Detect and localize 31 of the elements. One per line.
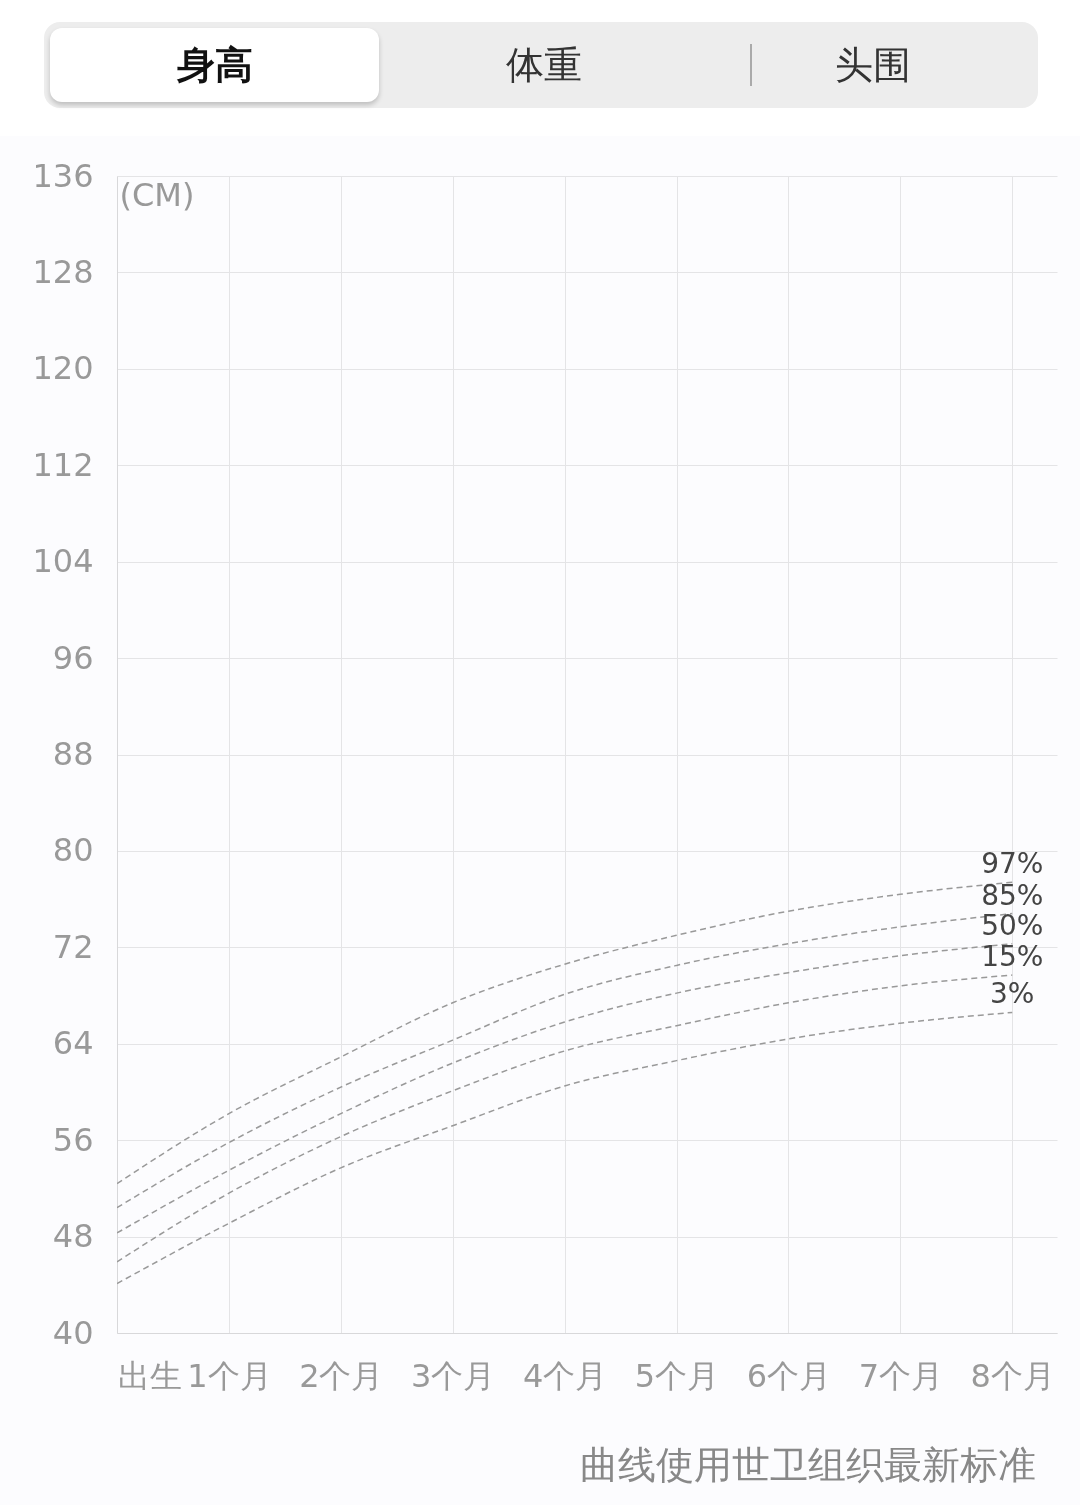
y-tick-label: 128 [32,252,94,291]
y-tick-label: 104 [32,542,94,581]
text: 体重 [505,42,583,89]
series-label: 15% [981,940,1044,974]
y-tick-label: 112 [32,445,94,484]
y-tick-label: 88 [52,735,94,773]
x-tick-label: 2个月 [299,1356,384,1395]
x-tick-label: 6个月 [746,1356,832,1395]
x-tick-label: 3个月 [411,1356,496,1395]
text: 头围 [834,42,913,89]
x-tick-label: 8个月 [970,1356,1055,1395]
y-tick-label: 40 [52,1313,94,1352]
y-tick-label: 96 [52,638,94,677]
line-series [117,1011,1013,1285]
y-tick-label: 48 [52,1217,94,1256]
x-tick-label: 1个月 [187,1356,272,1395]
chart-title: 身高 [50,28,380,102]
x-tick-label: 4个月 [522,1356,608,1395]
text: 曲线使用世卫组织最新标准 [580,1442,1036,1489]
y-tick-label: 120 [32,349,94,388]
y-tick-label: 72 [52,927,94,966]
y-tick-label: 64 [52,1024,94,1063]
x-tick-label: 7个月 [858,1356,944,1395]
x-tick-label: 出生 [117,1356,182,1395]
y-tick-label: 80 [52,831,94,870]
y-tick-label: 136 [32,156,94,195]
series-label: 97% [981,847,1044,881]
x-tick-label: 5个月 [634,1356,720,1395]
y-axis-title: (CM) [119,175,195,214]
series-label: 3% [990,977,1035,1011]
y-tick-label: 56 [52,1120,94,1159]
